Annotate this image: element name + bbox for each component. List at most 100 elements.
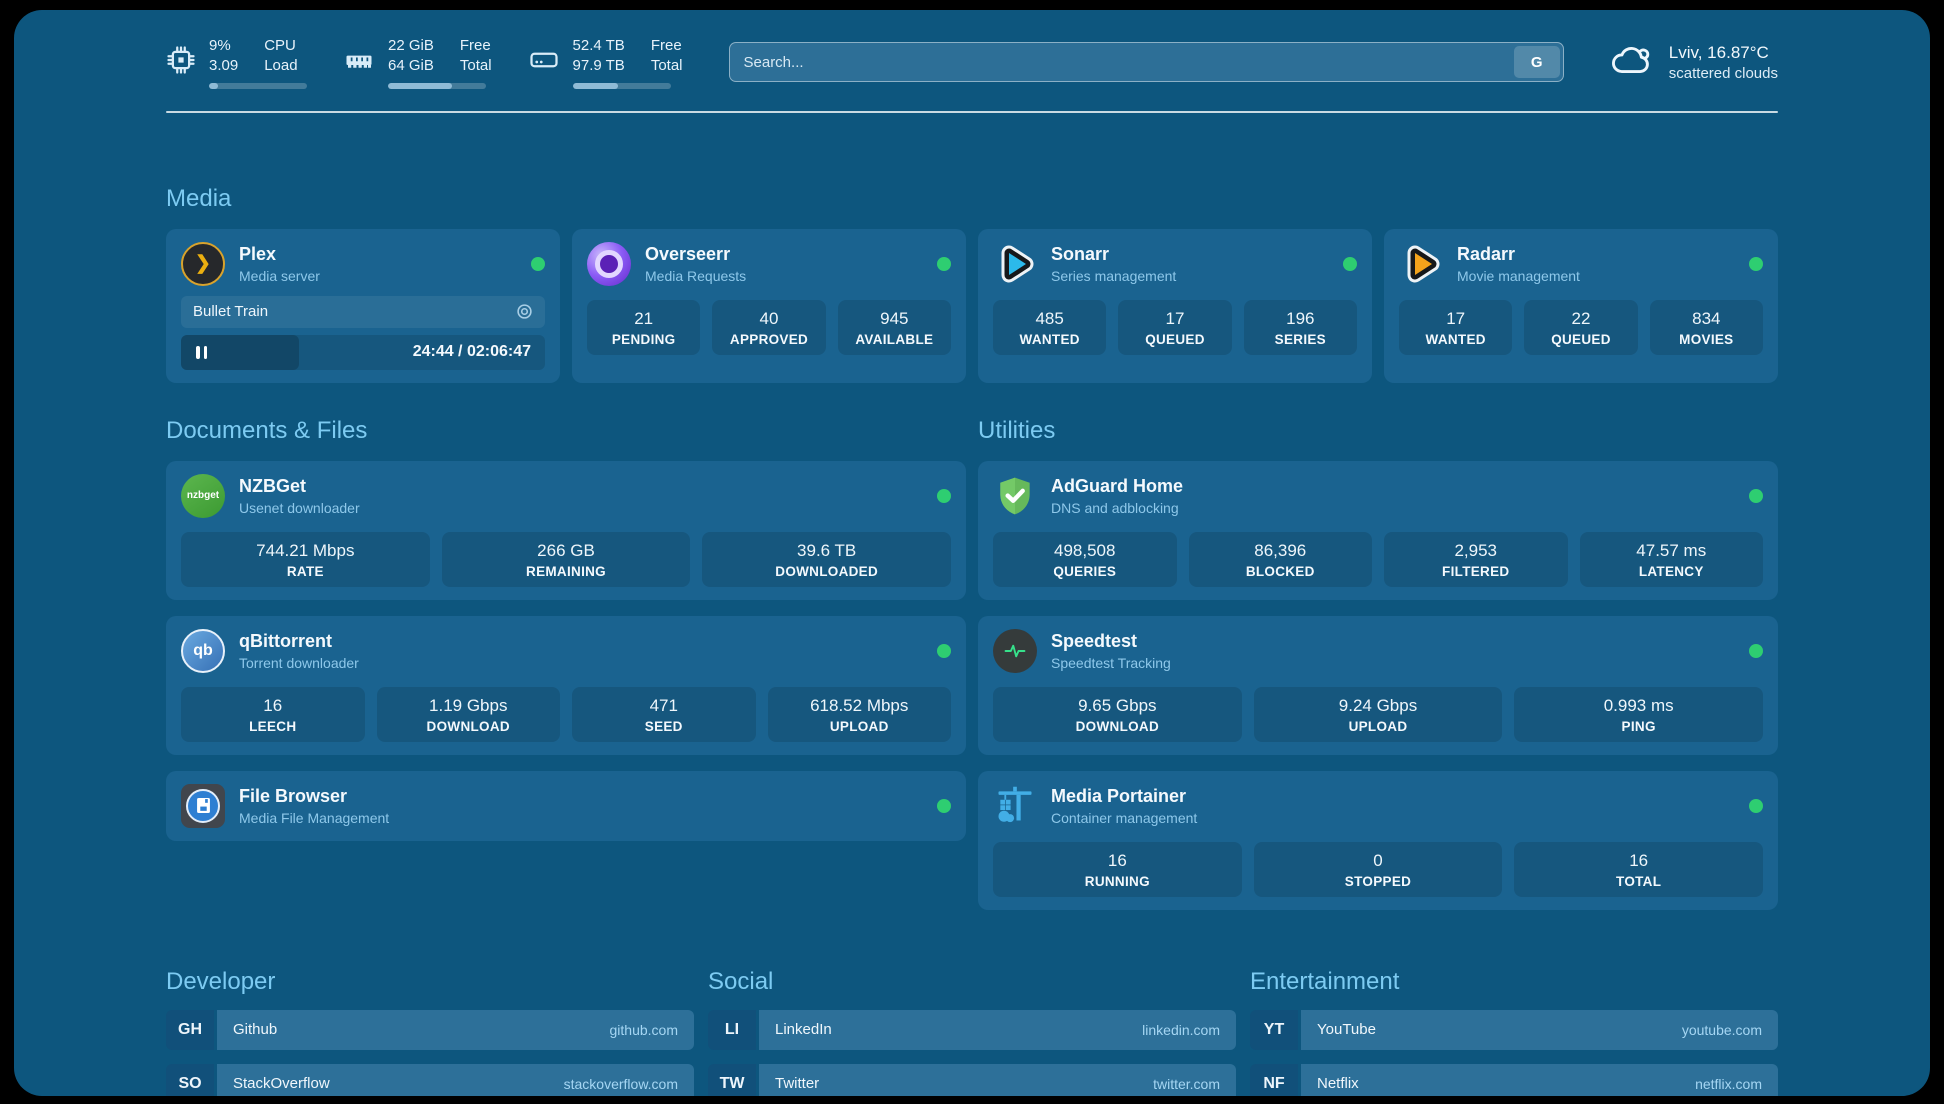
pause-icon (196, 345, 200, 359)
bookmark-list: YT YouTube youtube.com NF Netflix netfli… (1250, 1009, 1778, 1096)
stat-box: 47.57 ms LATENCY (1579, 531, 1763, 587)
card-nzbget: nzbget NZBGet Usenet downloader 744.21 M… (166, 460, 966, 600)
stat-label: AVAILABLE (855, 331, 934, 347)
bookmarks-entertainment: Entertainment YT YouTube youtube.com NF … (1250, 968, 1778, 1096)
bookmark-link[interactable]: LinkedIn linkedin.com (759, 1009, 1236, 1050)
stat-value: 9.65 Gbps (1078, 695, 1157, 715)
status-dot (1749, 488, 1763, 503)
bookmark-item[interactable]: LI LinkedIn linkedin.com (708, 1009, 1236, 1050)
stat-value: 39.6 TB (797, 540, 857, 560)
weather-location-temp: Lviv, 16.87°C (1668, 42, 1769, 62)
stat-value: 0 (1373, 850, 1383, 870)
app-name: Radarr (1457, 243, 1516, 264)
bookmark-item[interactable]: SO StackOverflow stackoverflow.com (166, 1063, 694, 1096)
app-link-filebrowser[interactable]: File Browser Media File Management (181, 783, 951, 828)
stats-row: 21 PENDING 40 APPROVED 945 AVAILABLE (587, 299, 951, 355)
bookmark-item[interactable]: NF Netflix netflix.com (1250, 1063, 1778, 1096)
bookmark-item[interactable]: TW Twitter twitter.com (708, 1063, 1236, 1096)
bookmark-item[interactable]: YT YouTube youtube.com (1250, 1009, 1778, 1050)
qbittorrent-icon: qb (181, 628, 225, 673)
stats-row: 16 LEECH 1.19 Gbps DOWNLOAD 471 SEED 618… (181, 686, 951, 742)
card-overseerr: Overseerr Media Requests 21 PENDING 40 A… (572, 228, 966, 383)
stat-value: 17 (1165, 308, 1185, 328)
stat-value: 485 (1035, 308, 1064, 328)
card-adguard: AdGuard Home DNS and adblocking 498,508 … (978, 460, 1778, 600)
stat-label: LATENCY (1638, 563, 1704, 579)
stats-row: 16 RUNNING 0 STOPPED 16 TOTAL (993, 841, 1763, 897)
app-subtitle: Series management (1051, 267, 1177, 284)
bookmark-item[interactable]: GH Github github.com (166, 1009, 694, 1050)
app-name: qBittorrent (239, 630, 332, 651)
documents-column: Documents & Files nzbget NZBGet Usenet d… (166, 417, 966, 910)
app-subtitle: Torrent downloader (239, 654, 359, 671)
stat-value: 86,396 (1254, 540, 1307, 560)
stat-label: DOWNLOADED (775, 563, 879, 579)
app-subtitle: Media server (239, 267, 320, 284)
stat-value: 618.52 Mbps (810, 695, 909, 715)
app-subtitle: Usenet downloader (239, 499, 360, 516)
memory-icon (343, 45, 375, 80)
app-name: Plex (239, 243, 277, 264)
app-subtitle: DNS and adblocking (1051, 499, 1179, 516)
bookmark-url: netflix.com (1695, 1075, 1762, 1092)
now-playing-row: Bullet Train (181, 295, 545, 328)
bookmark-link[interactable]: Github github.com (217, 1009, 694, 1050)
cpu-progress-fill (209, 82, 218, 89)
app-link-adguard[interactable]: AdGuard Home DNS and adblocking (993, 474, 1763, 518)
pause-button[interactable] (181, 334, 299, 370)
memory-total-label: Total (459, 57, 492, 75)
adguard-icon (993, 474, 1037, 518)
disk-icon (528, 45, 560, 80)
bookmark-link[interactable]: StackOverflow stackoverflow.com (217, 1063, 694, 1096)
disk-progressbar (572, 82, 671, 89)
app-link-qbittorrent[interactable]: qb qBittorrent Torrent downloader (181, 628, 951, 673)
cloud-icon (1610, 42, 1656, 83)
stat-value: 16 (263, 695, 283, 715)
app-link-portainer[interactable]: Media Portainer Container management (993, 784, 1763, 828)
stream-settings-icon[interactable] (516, 303, 533, 320)
bookmark-link[interactable]: Twitter twitter.com (759, 1063, 1236, 1096)
stat-value: 47.57 ms (1636, 540, 1707, 560)
bookmark-name: YouTube (1317, 1021, 1376, 1038)
stat-label: LEECH (249, 718, 297, 734)
stat-box: 16 LEECH (181, 686, 365, 742)
memory-total-value: 64 GiB (388, 57, 434, 75)
app-link-sonarr[interactable]: Sonarr Series management (993, 242, 1357, 286)
utilities-column: Utilities AdGuard Home D (978, 417, 1778, 910)
app-link-plex[interactable]: ❯ Plex Media server (181, 241, 545, 286)
disk-total-label: Total (650, 57, 683, 75)
stat-value: 266 GB (537, 540, 595, 560)
bookmark-link[interactable]: Netflix netflix.com (1301, 1063, 1778, 1096)
stat-label: UPLOAD (1348, 718, 1408, 734)
app-link-nzbget[interactable]: nzbget NZBGet Usenet downloader (181, 473, 951, 518)
player-bar: 24:44 / 02:06:47 (181, 334, 545, 370)
stat-label: WANTED (1425, 331, 1486, 347)
search-engine-button[interactable]: G (1513, 46, 1560, 79)
stat-box: 618.52 Mbps UPLOAD (767, 686, 951, 742)
stat-value: 196 (1286, 308, 1315, 328)
status-dot (1749, 798, 1763, 813)
portainer-icon (993, 784, 1037, 828)
status-dot (937, 643, 951, 658)
stats-row: 485 WANTED 17 QUEUED 196 SERIES (993, 299, 1357, 355)
app-name: Speedtest (1051, 630, 1138, 651)
stat-value: 0.993 ms (1603, 695, 1674, 715)
stat-value: 40 (759, 308, 779, 328)
app-name: Media Portainer (1051, 785, 1187, 806)
app-link-speedtest[interactable]: Speedtest Speedtest Tracking (993, 628, 1763, 673)
bookmark-name: Twitter (775, 1075, 820, 1092)
memory-stat: 22 GiB 64 GiB Free Total (343, 36, 492, 89)
stat-box: 17 QUEUED (1118, 299, 1232, 355)
stat-box: 471 SEED (572, 686, 756, 742)
stat-box: 0.993 ms PING (1514, 686, 1763, 742)
search-input[interactable] (728, 42, 1564, 83)
cpu-load-label: Load (264, 57, 298, 75)
stat-value: 9.24 Gbps (1338, 695, 1418, 715)
bookmark-link[interactable]: YouTube youtube.com (1301, 1009, 1778, 1050)
stat-label: FILTERED (1442, 563, 1510, 579)
card-qbittorrent: qb qBittorrent Torrent downloader 16 LEE… (166, 615, 966, 755)
stat-value: 744.21 Mbps (256, 540, 355, 560)
status-dot (937, 798, 951, 813)
app-link-overseerr[interactable]: Overseerr Media Requests (587, 241, 951, 286)
app-link-radarr[interactable]: Radarr Movie management (1399, 242, 1763, 286)
